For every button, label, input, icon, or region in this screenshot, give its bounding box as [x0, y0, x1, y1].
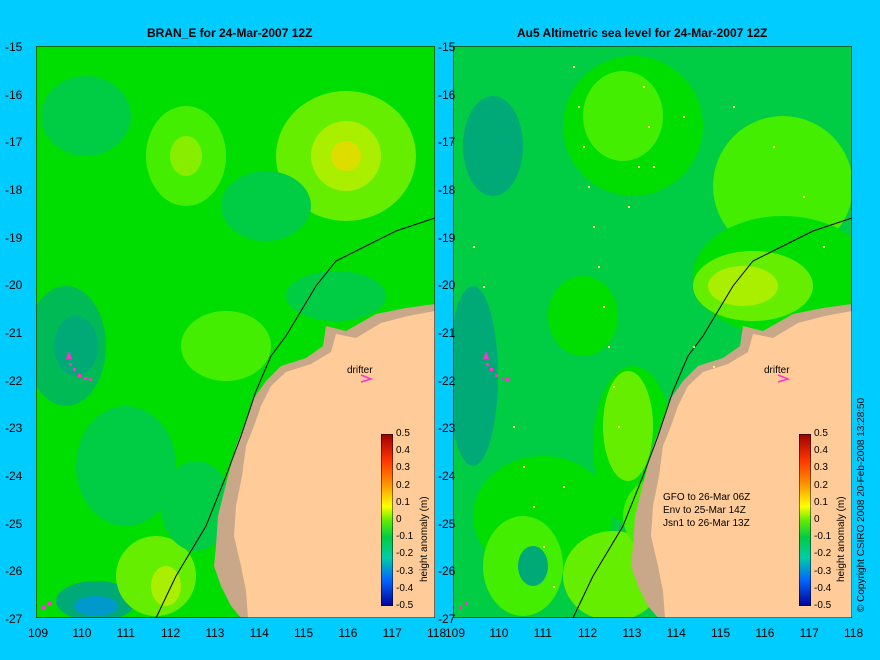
x-tick-label: 118: [427, 626, 447, 640]
x-tick-label: 112: [161, 626, 181, 640]
altimeter-tracks: [473, 66, 825, 588]
y-tick-label: -16: [5, 87, 23, 102]
x-tick-label: 109: [28, 626, 49, 640]
y-tick-label: -26: [438, 564, 456, 579]
y-tick-label: -27: [438, 612, 456, 626]
x-tick-label: 110: [489, 626, 509, 640]
copyright-credit: © Copyright CSIRO 2008 20-Feb-2008 13:28…: [856, 397, 867, 612]
y-tick-label: -23: [5, 421, 23, 436]
colorbar-tick-label: 0.4: [396, 445, 410, 457]
x-tick-label: 114: [666, 626, 686, 640]
anomaly-field: [36, 76, 416, 618]
y-tick-label: -23: [438, 421, 456, 436]
colorbar-tick-label: -0.5: [814, 600, 832, 611]
legend-jsn1: Jsn1 to 26-Mar 13Z: [663, 518, 750, 529]
colorbar-tick-label: -0.2: [814, 548, 832, 560]
x-tick-label: 117: [382, 626, 402, 640]
x-tick-label: 115: [294, 626, 314, 640]
colorbar-tick-label: 0.1: [396, 496, 410, 508]
colorbar-tick-label: 0.2: [396, 479, 410, 491]
y-tick-label: -19: [438, 230, 456, 245]
legend-env: Env to 25-Mar 14Z: [663, 505, 746, 516]
y-tick-label: -16: [438, 87, 456, 102]
colorbar-tick-label: -0.2: [396, 548, 414, 560]
y-tick-label: -26: [5, 564, 23, 579]
colorbar-tick-label: 0: [396, 514, 402, 525]
colorbar-tick-label: -0.5: [396, 600, 414, 611]
y-tick-label: -18: [438, 183, 456, 197]
x-tick-label: 114: [249, 626, 269, 640]
x-tick-label: 115: [711, 626, 731, 640]
left-colorbar: [381, 434, 393, 606]
x-tick-label: 111: [533, 626, 552, 640]
colorbar-tick-label: -0.4: [396, 582, 414, 594]
y-tick-label: -17: [438, 135, 456, 150]
x-tick-label: 117: [799, 626, 819, 640]
y-tick-label: -25: [438, 516, 456, 531]
drifter-track: [42, 351, 92, 609]
colorbar-tick-label: 0: [814, 514, 820, 525]
y-tick-label: -15: [438, 40, 456, 54]
colorbar-tick-label: 0.5: [814, 428, 828, 439]
left-map: [36, 46, 435, 618]
colorbar-tick-label: 0.2: [814, 479, 828, 491]
left-colorbar-label: height anomaly (m): [419, 496, 430, 582]
left-drifter-label: drifter: [347, 365, 373, 376]
right-panel-title: Au5 Altimetric sea level for 24-Mar-2007…: [517, 26, 768, 40]
colorbar-tick-label: -0.1: [814, 531, 832, 543]
colorbar-tick-label: 0.3: [396, 462, 410, 474]
y-tick-label: -15: [5, 40, 23, 54]
x-tick-label: 116: [338, 626, 358, 640]
y-tick-label: -22: [438, 373, 456, 388]
right-map: [453, 46, 852, 618]
bathymetry-line: [155, 217, 435, 618]
y-tick-label: -22: [5, 373, 23, 388]
y-tick-label: -20: [438, 278, 456, 293]
colorbar-tick-label: -0.3: [396, 565, 414, 577]
colorbar-tick-label: 0.1: [814, 496, 828, 508]
drifter-track: [459, 351, 509, 609]
x-tick-label: 118: [844, 626, 864, 640]
colorbar-tick-label: 0.4: [814, 445, 828, 457]
colorbar-tick-label: -0.3: [814, 565, 832, 577]
y-tick-label: -20: [5, 278, 23, 293]
x-tick-label: 110: [72, 626, 92, 640]
anomaly-field: [453, 56, 852, 618]
y-tick-label: -17: [5, 135, 23, 150]
right-colorbar: [799, 434, 811, 606]
colorbar-tick-label: 0.5: [396, 428, 410, 439]
colorbar-tick-label: -0.1: [396, 531, 414, 543]
x-tick-label: 113: [622, 626, 642, 640]
left-panel-title: BRAN_E for 24-Mar-2007 12Z: [147, 26, 313, 40]
drifter-arrow: [360, 374, 374, 383]
drifter-arrow: [777, 374, 791, 383]
y-tick-label: -24: [5, 469, 23, 483]
legend-gfo: GFO to 26-Mar 06Z: [663, 492, 751, 503]
x-tick-label: 111: [116, 626, 135, 640]
colorbar-tick-label: -0.4: [814, 582, 832, 594]
y-tick-label: -27: [5, 612, 23, 626]
y-tick-label: -24: [438, 469, 456, 483]
x-tick-label: 112: [578, 626, 598, 640]
y-tick-label: -19: [5, 230, 23, 245]
bathymetry-line: [572, 217, 852, 618]
right-colorbar-label: height anomaly (m): [836, 496, 847, 582]
y-tick-label: -25: [5, 516, 23, 531]
x-tick-label: 109: [445, 626, 466, 640]
x-tick-label: 116: [755, 626, 775, 640]
y-tick-label: -21: [5, 326, 23, 340]
right-drifter-label: drifter: [764, 365, 790, 376]
y-tick-label: -21: [438, 326, 456, 340]
colorbar-tick-label: 0.3: [814, 462, 828, 474]
x-tick-label: 113: [205, 626, 225, 640]
y-tick-label: -18: [5, 183, 23, 197]
